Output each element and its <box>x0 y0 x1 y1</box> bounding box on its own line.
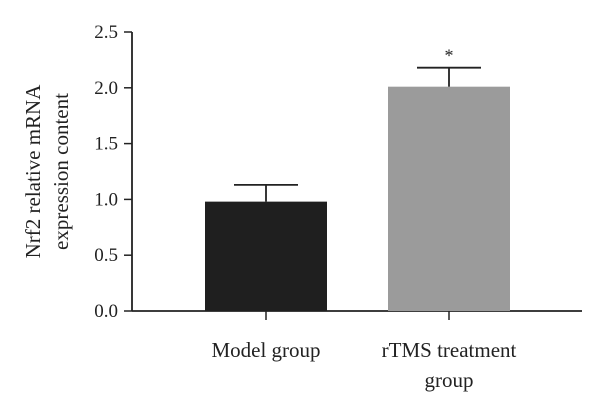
y-axis-title-line: expression content <box>49 93 73 250</box>
bars: * <box>205 46 510 312</box>
y-tick-label: 0.5 <box>94 245 118 266</box>
y-axis: 0.0 0.5 1.0 1.5 2.0 2.5 <box>94 22 133 322</box>
bar-2 <box>388 86 510 312</box>
bar-1 <box>205 201 327 311</box>
y-tick-label: 1.5 <box>94 134 118 155</box>
x-category-label: group <box>425 368 474 392</box>
x-category-label: rTMS treatment <box>382 338 517 362</box>
y-tick-label: 0.0 <box>94 301 118 322</box>
y-tick-label: 2.5 <box>94 22 118 43</box>
x-category-label: Model group <box>211 338 320 362</box>
y-tick-label: 2.0 <box>94 78 118 99</box>
y-tick-label: 1.0 <box>94 189 118 210</box>
significance-marker: * <box>445 46 454 66</box>
y-axis-title: Nrf2 relative mRNA expression content <box>21 84 73 259</box>
x-axis: Model group rTMS treatment group <box>132 310 582 392</box>
y-axis-title-line: Nrf2 relative mRNA <box>21 84 45 259</box>
